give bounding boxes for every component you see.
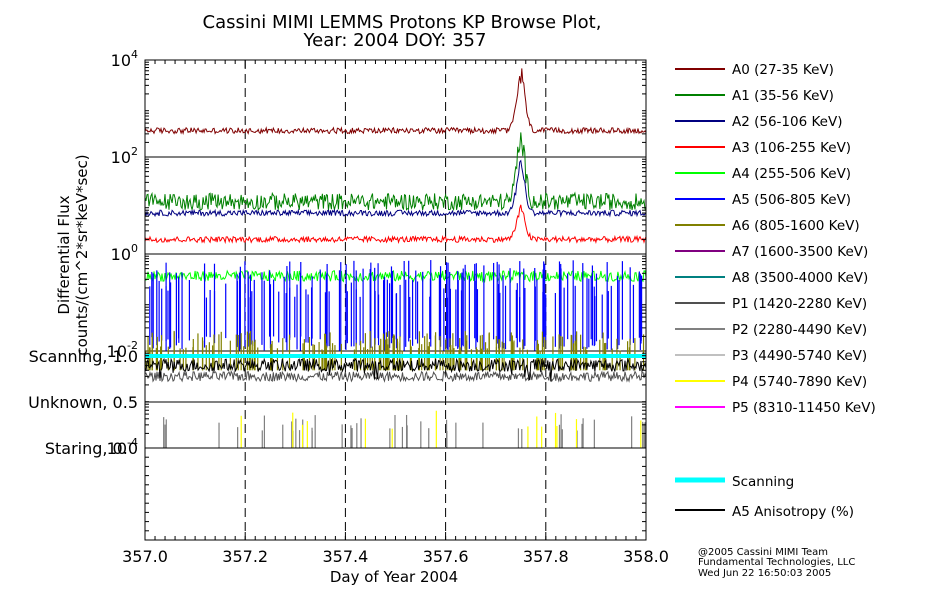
y-tick-base: 10 <box>111 51 131 70</box>
y-tick-base: 10 <box>107 342 127 361</box>
credit-line-3: Wed Jun 22 16:50:03 2005 <box>698 568 831 579</box>
series-line-a3 <box>144 204 647 245</box>
x-tick-label: 357.6 <box>423 547 469 566</box>
legend-label: A2 (56-106 KeV) <box>732 114 842 130</box>
x-tick-label: 357.8 <box>523 547 569 566</box>
legend-label: P3 (4490-5740 KeV) <box>732 348 867 364</box>
y-tick-exponent: -4 <box>127 436 138 449</box>
y-axis-label-line1: Differential Flux <box>55 195 73 314</box>
y-tick-label: 100 <box>111 242 138 264</box>
status-panel: Scanning, 1.0 Unknown, 0.5 Staring, 0.0 <box>28 347 138 458</box>
chart-subtitle: Year: 2004 DOY: 357 <box>303 30 487 51</box>
legend-label: A8 (3500-4000 KeV) <box>732 270 868 286</box>
y-tick-label: 102 <box>111 145 138 167</box>
legend-label: P5 (8310-11450 KeV) <box>732 400 876 416</box>
x-tick-labels: 357.0 357.2 357.4 357.6 357.8 358.0 <box>122 547 669 566</box>
y-axis-label-line2: counts/(cm^2*sr*keV*sec) <box>73 154 91 355</box>
status-label: Unknown, 0.5 <box>28 393 138 412</box>
x-tick-label: 357.2 <box>222 547 268 566</box>
y-tick-exponent: -2 <box>127 339 138 352</box>
series-line-p2 <box>163 414 646 448</box>
series-line-p1 <box>144 369 647 383</box>
legend-label: P1 (1420-2280 KeV) <box>732 296 867 312</box>
legend: A0 (27-35 KeV) A1 (35-56 KeV) A2 (56-106 K… <box>675 62 876 520</box>
legend-label: A5 (506-805 KeV) <box>732 192 851 208</box>
x-axis-label: Day of Year 2004 <box>330 568 458 586</box>
legend-label: A7 (1600-3500 KeV) <box>732 244 868 260</box>
plot-area <box>145 60 646 540</box>
legend-label: P4 (5740-7890 KeV) <box>732 374 867 390</box>
series-line-a2 <box>144 159 647 218</box>
y-tick-base: 10 <box>111 148 131 167</box>
legend-label: Scanning <box>732 474 794 490</box>
y-tick-base: 10 <box>107 439 127 458</box>
y-axis-label: Differential Flux counts/(cm^2*sr*keV*se… <box>55 154 91 355</box>
legend-label: A3 (106-255 KeV) <box>732 140 851 156</box>
legend-label: A0 (27-35 KeV) <box>732 62 834 78</box>
legend-label: A1 (35-56 KeV) <box>732 88 834 104</box>
series-line-a5 <box>149 260 643 351</box>
x-tick-label: 358.0 <box>623 547 669 566</box>
y-tick-exponent: 2 <box>131 145 138 158</box>
x-tick-label: 357.0 <box>122 547 168 566</box>
status-label: Staring, 0.0 <box>45 439 138 458</box>
plot-frame <box>144 59 647 541</box>
series-layer <box>144 68 647 448</box>
y-tick-label: 104 <box>111 48 138 70</box>
legend-label: P2 (2280-4490 KeV) <box>732 322 867 338</box>
status-series-anisotropy <box>144 357 647 382</box>
y-tick-exponent: 0 <box>131 242 138 255</box>
x-tick-label: 357.4 <box>322 547 368 566</box>
legend-label: A4 (255-506 KeV) <box>732 166 851 182</box>
credit-line-1: @2005 Cassini MIMI Team <box>698 547 828 558</box>
y-tick-exponent: 4 <box>131 48 138 61</box>
y-tick-base: 10 <box>111 245 131 264</box>
title-group: Cassini MIMI LEMMS Protons KP Browse Plo… <box>203 12 602 51</box>
series-line-p4 <box>240 410 642 448</box>
y-tick-label: 10-2 <box>107 339 138 361</box>
plot-background <box>145 60 646 540</box>
credit-line-2: Fundamental Technologies, LLC <box>698 557 855 568</box>
series-line-a0 <box>144 68 647 136</box>
status-label: Scanning, 1.0 <box>29 347 138 366</box>
series-line-a4 <box>144 269 647 284</box>
legend-label: A6 (805-1600 KeV) <box>732 218 860 234</box>
y-tick-label: 10-4 <box>107 436 138 458</box>
credits: @2005 Cassini MIMI Team Fundamental Tech… <box>698 547 855 579</box>
chart-title: Cassini MIMI LEMMS Protons KP Browse Plo… <box>203 12 602 33</box>
legend-label: A5 Anisotropy (%) <box>732 504 854 520</box>
series-line-a1 <box>144 132 647 212</box>
